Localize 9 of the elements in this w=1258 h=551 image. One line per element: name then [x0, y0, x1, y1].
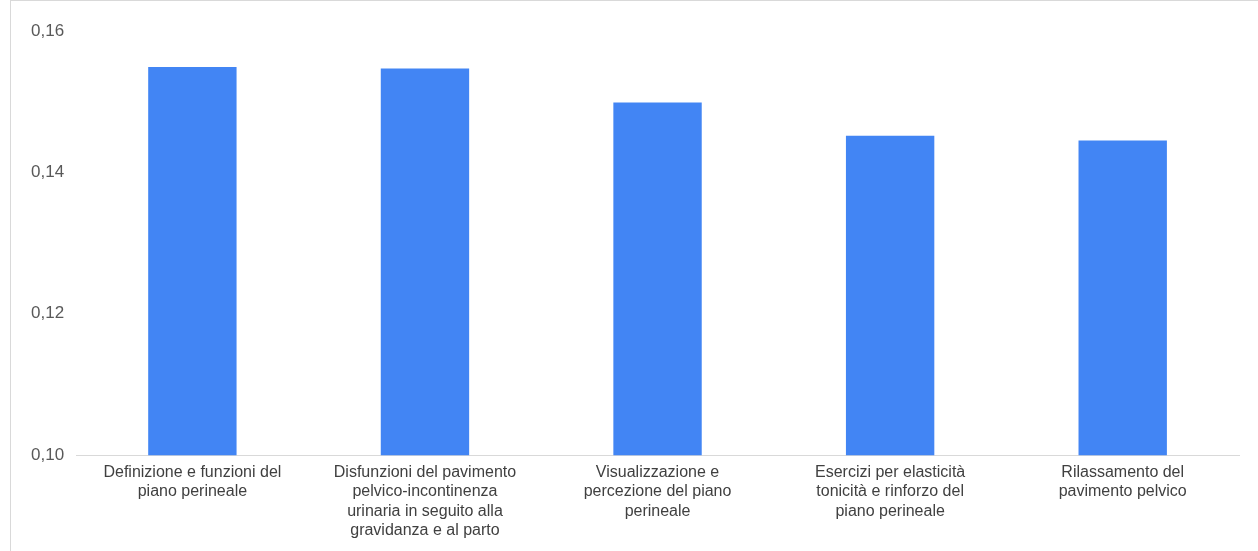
- x-tick-label: Esercizi per elasticità tonicità e rinforzo del piano perineale: [814, 463, 966, 519]
- x-tick-label: Definizione e funzioni del piano perineale: [103, 463, 282, 500]
- y-tick-label: 0,12: [30, 303, 65, 323]
- x-tick-label: Rilassamento del pavimento pelvico: [1058, 463, 1187, 500]
- x-tick-label: Visualizzazione e percezione del piano perineale: [583, 463, 732, 519]
- y-tick-label: 0,10: [30, 444, 65, 464]
- y-tick-label: 0,14: [30, 162, 65, 182]
- x-tick-label: Disfunzioni del pavimento pelvico-incontinenza urinaria in seguito alla gravidanza e al parto: [333, 463, 517, 538]
- y-tick-label: 0,16: [30, 20, 65, 40]
